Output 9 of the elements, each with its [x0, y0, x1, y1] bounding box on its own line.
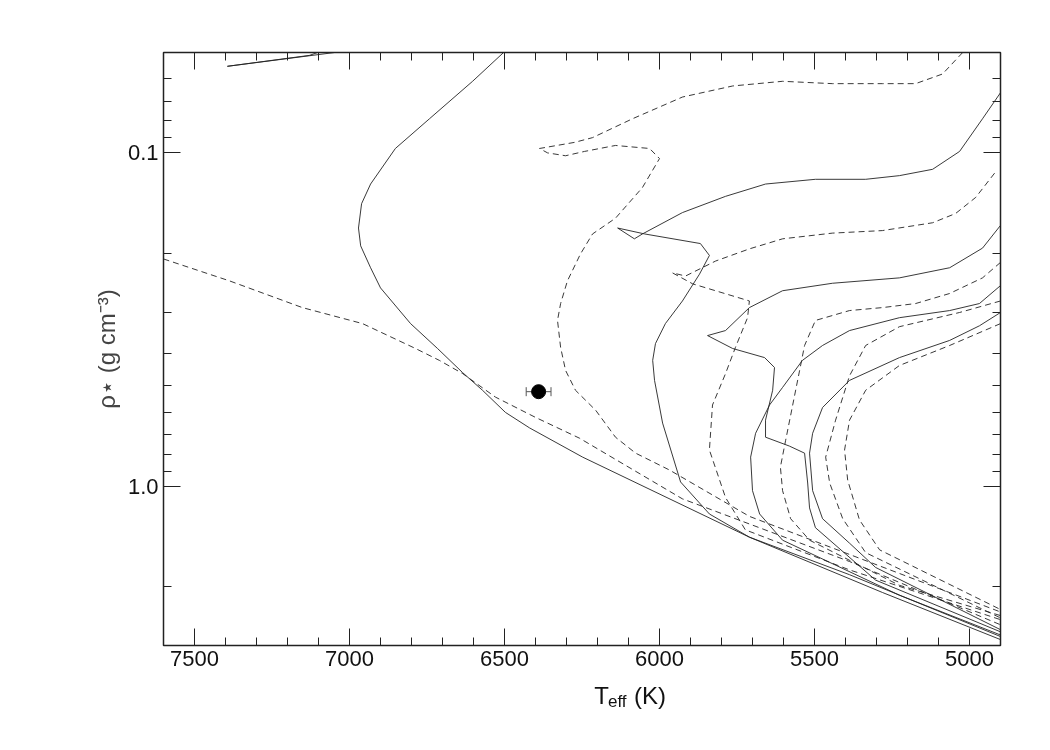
- x-tick-label: 5000: [945, 645, 994, 671]
- x-tick-label: 6500: [480, 645, 529, 671]
- y-tick-label: 1.0: [127, 473, 159, 499]
- x-tick-label: 7500: [170, 645, 219, 671]
- x-tick-label: 6000: [635, 645, 684, 671]
- x-tick-label: 7000: [325, 645, 374, 671]
- x-tick-label: 5500: [790, 645, 839, 671]
- y-tick-label: 0.1: [127, 140, 159, 166]
- y-axis-title: ρ⋆ (g cm⁻³): [92, 289, 120, 409]
